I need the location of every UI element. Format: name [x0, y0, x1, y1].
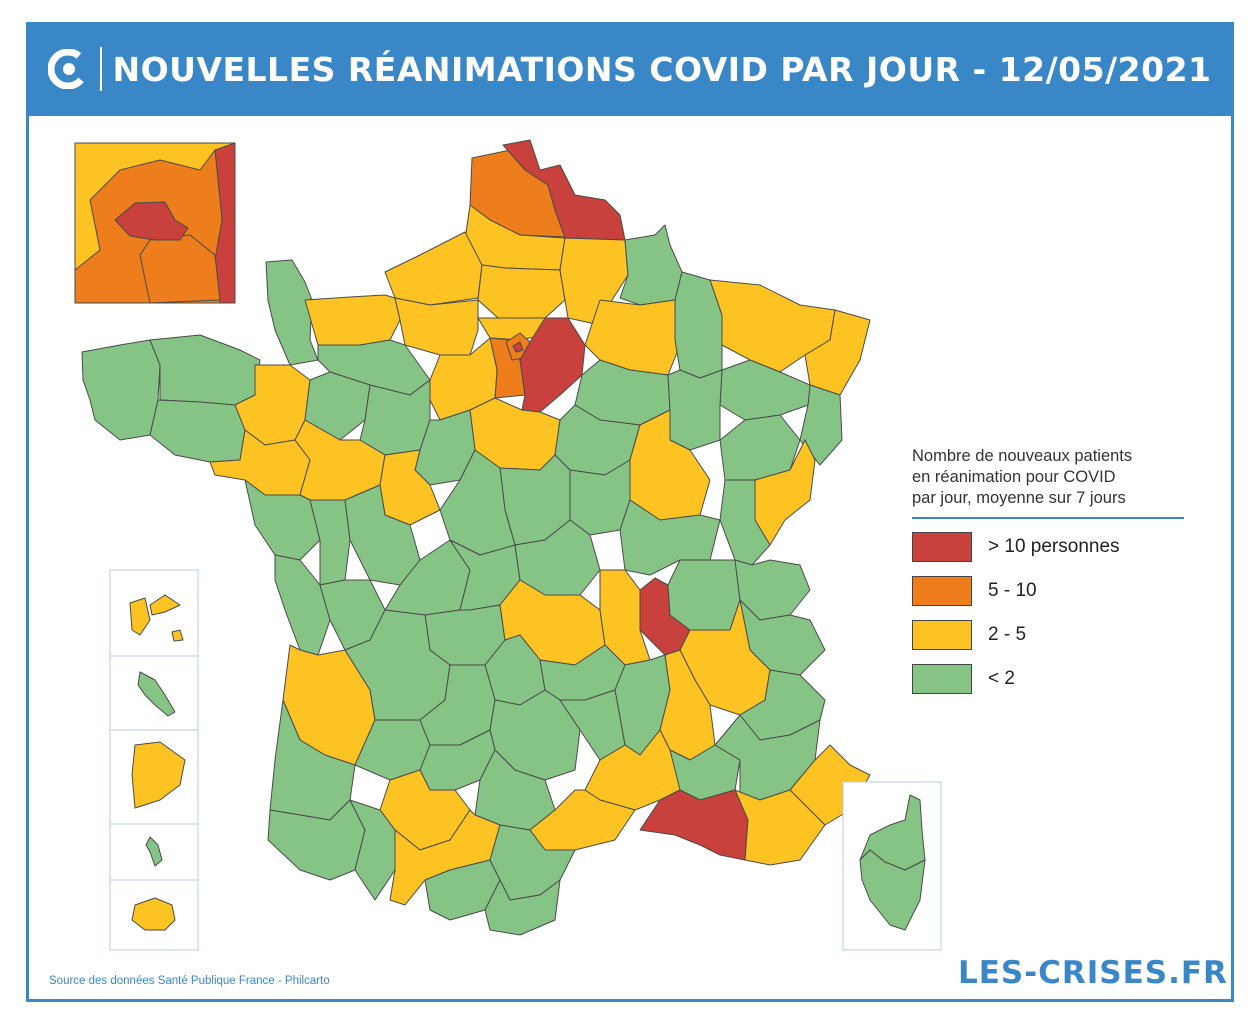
- dept-martinique: [137, 671, 176, 717]
- paris-inset: [74, 142, 236, 304]
- dept-ain: [667, 559, 741, 631]
- dept-calvados: [304, 294, 401, 346]
- dept-sarthe: [359, 379, 431, 456]
- brand-logo[interactable]: LES-CRISES.FR: [958, 955, 1228, 991]
- dept-manche: [265, 259, 319, 366]
- france-map: [74, 139, 942, 951]
- legend-item: > 10 personnes: [912, 531, 1192, 563]
- legend: Nombre de nouveaux patients en réanimati…: [912, 446, 1192, 695]
- dept-nord: [502, 139, 626, 241]
- dept-oise: [477, 264, 566, 319]
- dept-mayotte: [145, 836, 163, 867]
- dept-paris: [512, 341, 524, 353]
- dept-cotes-darmor: [149, 334, 261, 406]
- dept-guadeloupe: [129, 594, 184, 642]
- page-title: NOUVELLES RÉANIMATIONS COVID PAR JOUR - …: [112, 49, 1212, 89]
- data-source-note: Source des données Santé Publique France…: [49, 975, 330, 987]
- legend-item: < 2: [912, 663, 1192, 695]
- dept-pyrenees-orientales: [484, 879, 561, 936]
- legend-label: < 2: [988, 668, 1015, 689]
- dept-guyane: [131, 741, 186, 809]
- dept-seine-maritime: [384, 231, 483, 306]
- legend-swatch-yellow: [912, 620, 972, 650]
- dept-la-reunion: [131, 897, 176, 931]
- dept-hautes-pyrenees: [349, 799, 396, 901]
- dept-vosges: [719, 359, 811, 421]
- dept-ardennes: [619, 224, 683, 306]
- dept-morbihan: [149, 399, 246, 463]
- map-area: [26, 116, 1234, 1002]
- legend-swatch-green: [912, 664, 972, 694]
- legend-item: 5 - 10: [912, 575, 1192, 607]
- legend-item: 2 - 5: [912, 619, 1192, 651]
- dept-haute-marne: [667, 369, 723, 451]
- legend-swatch-orange: [912, 576, 972, 606]
- legend-label: 5 - 10: [988, 580, 1037, 601]
- dept-jura: [719, 479, 771, 566]
- dept-var: [734, 789, 826, 866]
- dept-corse-du-sud: [859, 849, 926, 931]
- legend-label: 2 - 5: [988, 624, 1027, 645]
- dept-finistere: [81, 339, 161, 441]
- legend-title: Nombre de nouveaux patients en réanimati…: [912, 446, 1184, 519]
- title-divider: [100, 47, 103, 91]
- legend-label: > 10 personnes: [988, 536, 1120, 557]
- legend-swatch-red: [912, 532, 972, 562]
- les-crises-c-icon: [47, 48, 89, 90]
- dept-eure: [394, 297, 479, 356]
- title-bar: NOUVELLES RÉANIMATIONS COVID PAR JOUR - …: [26, 22, 1234, 116]
